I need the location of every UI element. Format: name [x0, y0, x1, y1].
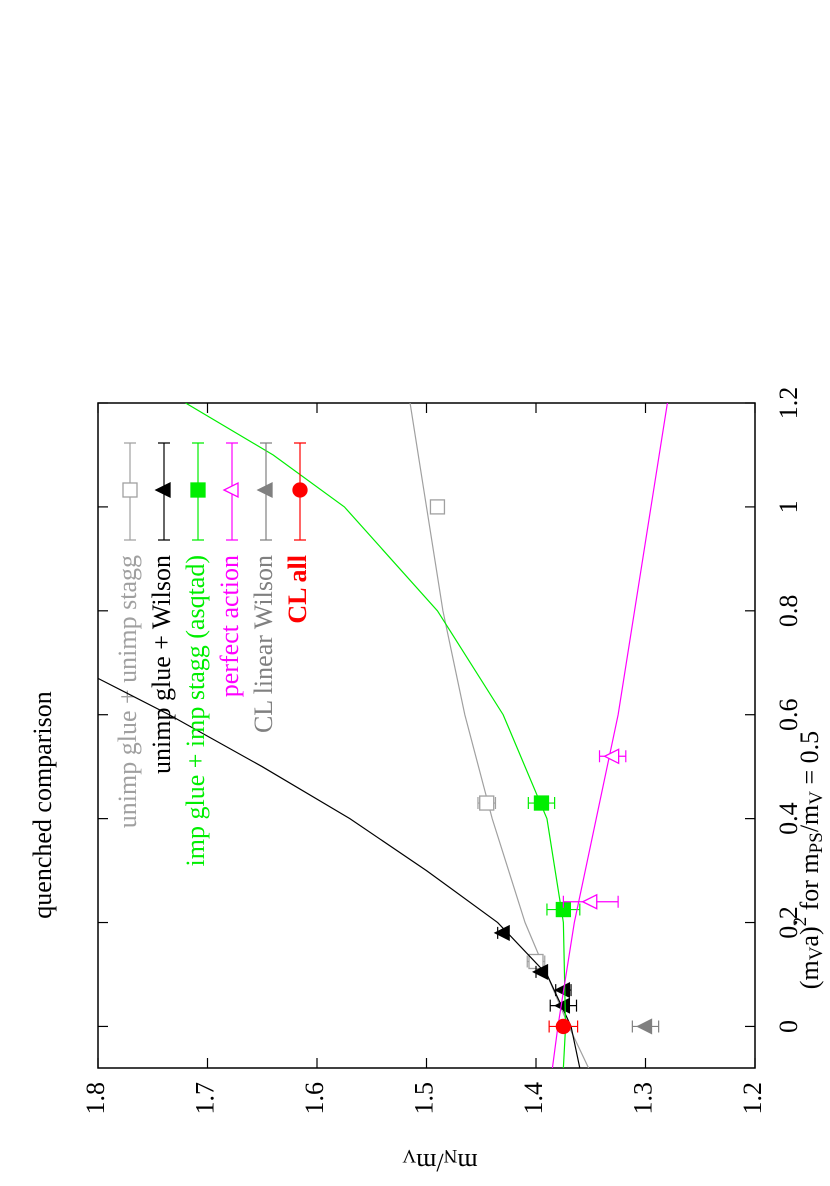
y-tick-label: 1.6 — [300, 1082, 329, 1115]
x-axis-label: (mVa)2 for mPS/mV = 0.5 — [790, 731, 827, 989]
marker — [553, 982, 571, 999]
marker — [154, 481, 171, 499]
marker — [292, 482, 308, 498]
marker — [479, 795, 495, 811]
x-tick-label: 0.2 — [774, 906, 803, 939]
y-tick-label: 1.5 — [409, 1082, 438, 1115]
marker — [581, 893, 598, 910]
marker — [493, 924, 510, 941]
marker — [429, 499, 446, 515]
y-tick-label: 1.3 — [628, 1082, 657, 1115]
marker — [636, 1018, 653, 1035]
marker — [222, 481, 239, 499]
legend-label: unimp glue + Wilson — [147, 555, 176, 774]
x-tick-label: 1 — [774, 500, 803, 513]
x-tick-label: 0.8 — [774, 595, 803, 628]
y-tick-label: 1.4 — [519, 1082, 548, 1115]
legend-label: unimp glue + unimp stagg — [113, 555, 142, 828]
fit-line — [551, 403, 668, 1068]
legend-label: perfect action — [215, 555, 244, 697]
legend-label: imp glue + imp stagg (asqtad) — [181, 555, 210, 866]
marker — [532, 963, 549, 980]
marker — [122, 482, 138, 498]
marker — [553, 997, 571, 1014]
marker — [603, 748, 620, 765]
chart-title: quenched comparison — [28, 691, 57, 918]
rotated-plot: quenched comparison (mVa)2 for mPS/mV = … — [28, 387, 827, 1177]
x-tick-label: 0.6 — [774, 698, 803, 731]
marker — [256, 481, 273, 499]
marker — [190, 482, 206, 498]
marker — [533, 795, 550, 811]
y-tick-label: 1.2 — [738, 1082, 767, 1115]
y-axis-label: mN/mV — [402, 1145, 477, 1177]
fit-line — [185, 403, 567, 1068]
marker — [555, 1018, 572, 1035]
y-tick-label: 1.8 — [81, 1082, 110, 1115]
x-tick-label: 1.2 — [774, 387, 803, 420]
x-tick-label: 0 — [774, 1020, 803, 1033]
x-tick-label: 0.4 — [774, 802, 803, 835]
legend-label: CL linear Wilson — [249, 555, 278, 733]
y-tick-label: 1.7 — [190, 1082, 219, 1115]
legend-label: CL all — [283, 555, 312, 624]
